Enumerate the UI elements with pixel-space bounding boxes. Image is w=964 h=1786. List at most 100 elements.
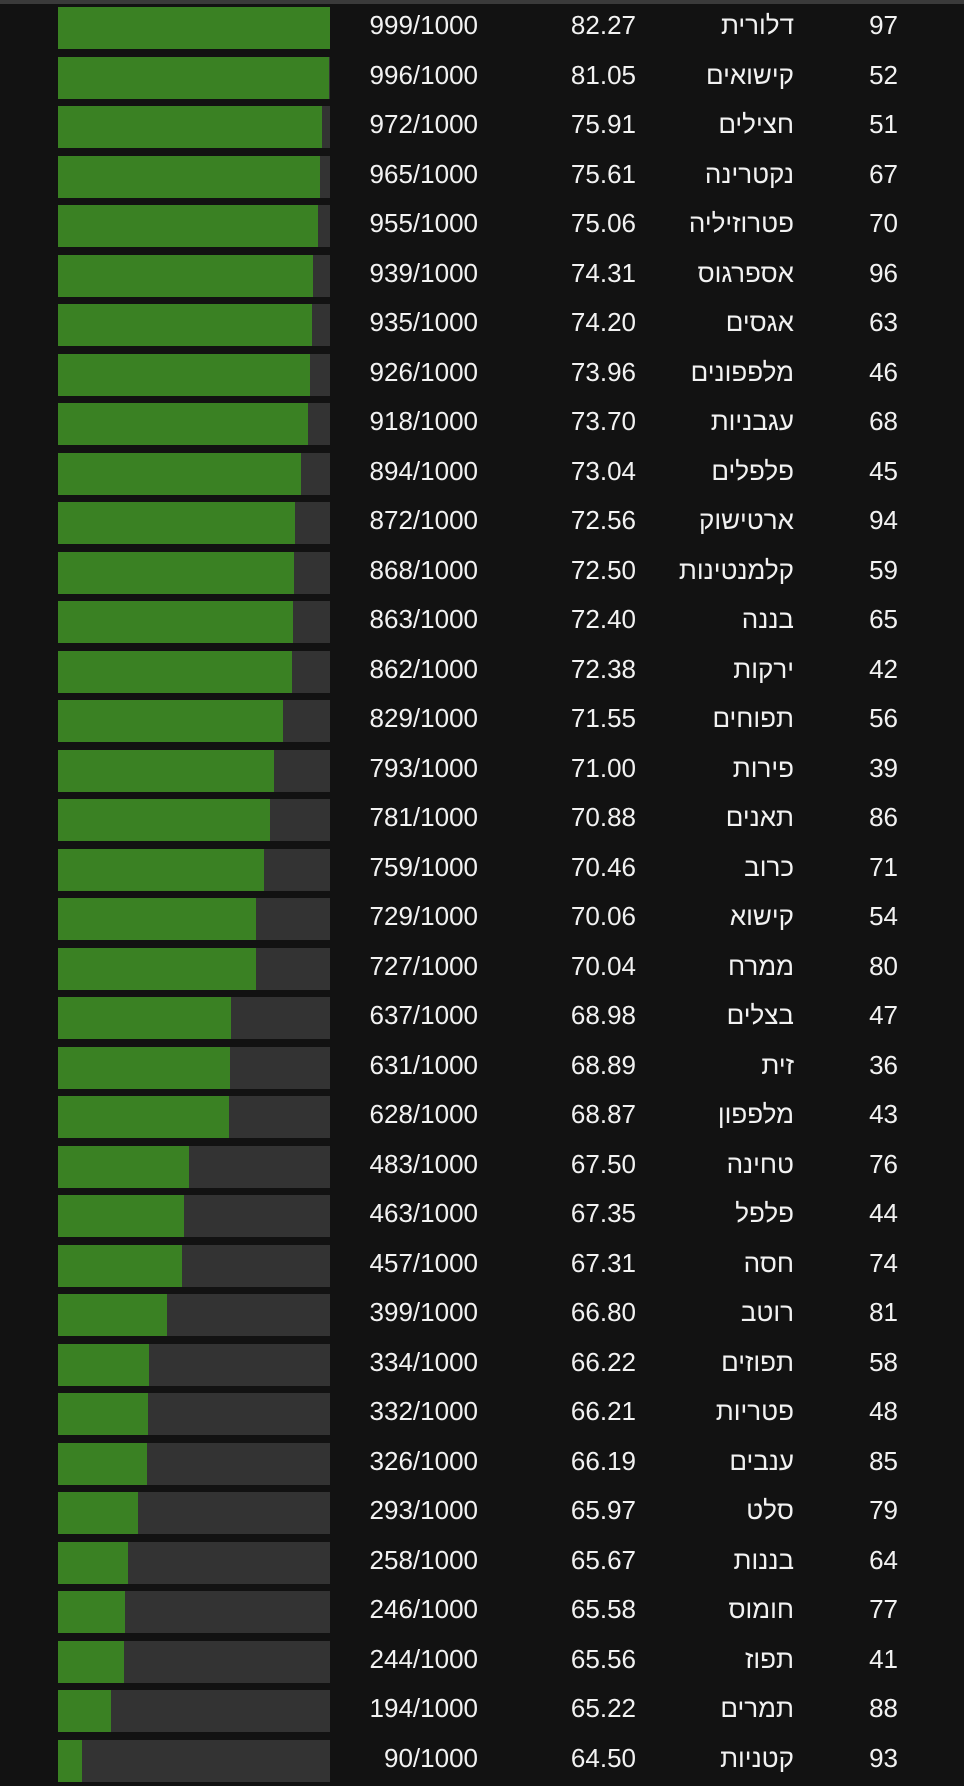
average-value: 73.70 <box>571 400 636 450</box>
score-text: 939/1000 <box>370 252 478 302</box>
item-name: אגסים <box>726 301 794 351</box>
score-text: 972/1000 <box>370 103 478 153</box>
item-name: קישוא <box>730 895 794 945</box>
score-progress-fill <box>58 1195 184 1237</box>
item-name: סלט <box>746 1489 794 1539</box>
item-id: 47 <box>869 994 898 1044</box>
item-id: 41 <box>869 1638 898 1688</box>
item-id: 97 <box>869 4 898 54</box>
score-progress-fill <box>58 354 310 396</box>
item-name: פלפל <box>735 1192 794 1242</box>
score-progress-bar <box>58 1740 330 1782</box>
item-id: 77 <box>869 1588 898 1638</box>
item-name: קישואים <box>706 54 794 104</box>
score-progress-bar <box>58 651 330 693</box>
score-progress-bar <box>58 1096 330 1138</box>
score-text: 246/1000 <box>370 1588 478 1638</box>
score-progress-bar <box>58 1393 330 1435</box>
item-name: מלפפונים <box>691 351 794 401</box>
average-value: 65.67 <box>571 1539 636 1589</box>
score-text: 631/1000 <box>370 1044 478 1094</box>
item-name: מלפפון <box>718 1093 794 1143</box>
score-text: 483/1000 <box>370 1143 478 1193</box>
score-text: 894/1000 <box>370 450 478 500</box>
score-text: 258/1000 <box>370 1539 478 1589</box>
score-progress-fill <box>58 1492 138 1534</box>
item-id: 70 <box>869 202 898 252</box>
item-id: 44 <box>869 1192 898 1242</box>
score-progress-fill <box>58 1294 167 1336</box>
item-name: זית <box>761 1044 794 1094</box>
item-id: 68 <box>869 400 898 450</box>
item-name: נקטרינה <box>705 153 794 203</box>
score-progress-fill <box>58 601 293 643</box>
item-name: חצילים <box>718 103 794 153</box>
score-text: 862/1000 <box>370 648 478 698</box>
score-text: 90/1000 <box>384 1737 478 1786</box>
score-progress-fill <box>58 700 283 742</box>
item-name: קלמנטינות <box>679 549 794 599</box>
score-progress-bar <box>58 453 330 495</box>
score-progress-fill <box>58 304 312 346</box>
item-name: טחינה <box>727 1143 794 1193</box>
item-name: פלפלים <box>711 450 794 500</box>
item-id: 45 <box>869 450 898 500</box>
score-progress-bar <box>58 156 330 198</box>
average-value: 82.27 <box>571 4 636 54</box>
score-progress-bar <box>58 205 330 247</box>
score-progress-bar <box>58 255 330 297</box>
score-text: 926/1000 <box>370 351 478 401</box>
average-value: 72.40 <box>571 598 636 648</box>
item-id: 63 <box>869 301 898 351</box>
score-progress-fill <box>58 7 330 49</box>
score-progress-bar <box>58 1641 330 1683</box>
score-text: 863/1000 <box>370 598 478 648</box>
score-text: 244/1000 <box>370 1638 478 1688</box>
score-progress-fill <box>58 1393 148 1435</box>
score-progress-fill <box>58 156 320 198</box>
average-value: 68.87 <box>571 1093 636 1143</box>
score-progress-bar <box>58 1146 330 1188</box>
item-name: חסה <box>744 1242 794 1292</box>
item-id: 79 <box>869 1489 898 1539</box>
score-text: 727/1000 <box>370 945 478 995</box>
score-progress-bar <box>58 849 330 891</box>
score-text: 759/1000 <box>370 846 478 896</box>
score-progress-fill <box>58 1096 229 1138</box>
average-value: 81.05 <box>571 54 636 104</box>
item-id: 76 <box>869 1143 898 1193</box>
item-name: ממרח <box>728 945 794 995</box>
item-id: 93 <box>869 1737 898 1786</box>
score-text: 293/1000 <box>370 1489 478 1539</box>
item-id: 52 <box>869 54 898 104</box>
item-id: 58 <box>869 1341 898 1391</box>
score-progress-bar <box>58 750 330 792</box>
score-progress-fill <box>58 1740 82 1782</box>
average-value: 73.04 <box>571 450 636 500</box>
item-name: דלורית <box>721 4 794 54</box>
item-id: 94 <box>869 499 898 549</box>
average-value: 71.55 <box>571 697 636 747</box>
item-id: 36 <box>869 1044 898 1094</box>
item-id: 51 <box>869 103 898 153</box>
score-progress-bar <box>58 403 330 445</box>
item-id: 71 <box>869 846 898 896</box>
score-text: 918/1000 <box>370 400 478 450</box>
score-text: 332/1000 <box>370 1390 478 1440</box>
score-text: 872/1000 <box>370 499 478 549</box>
item-id: 81 <box>869 1291 898 1341</box>
average-value: 67.35 <box>571 1192 636 1242</box>
